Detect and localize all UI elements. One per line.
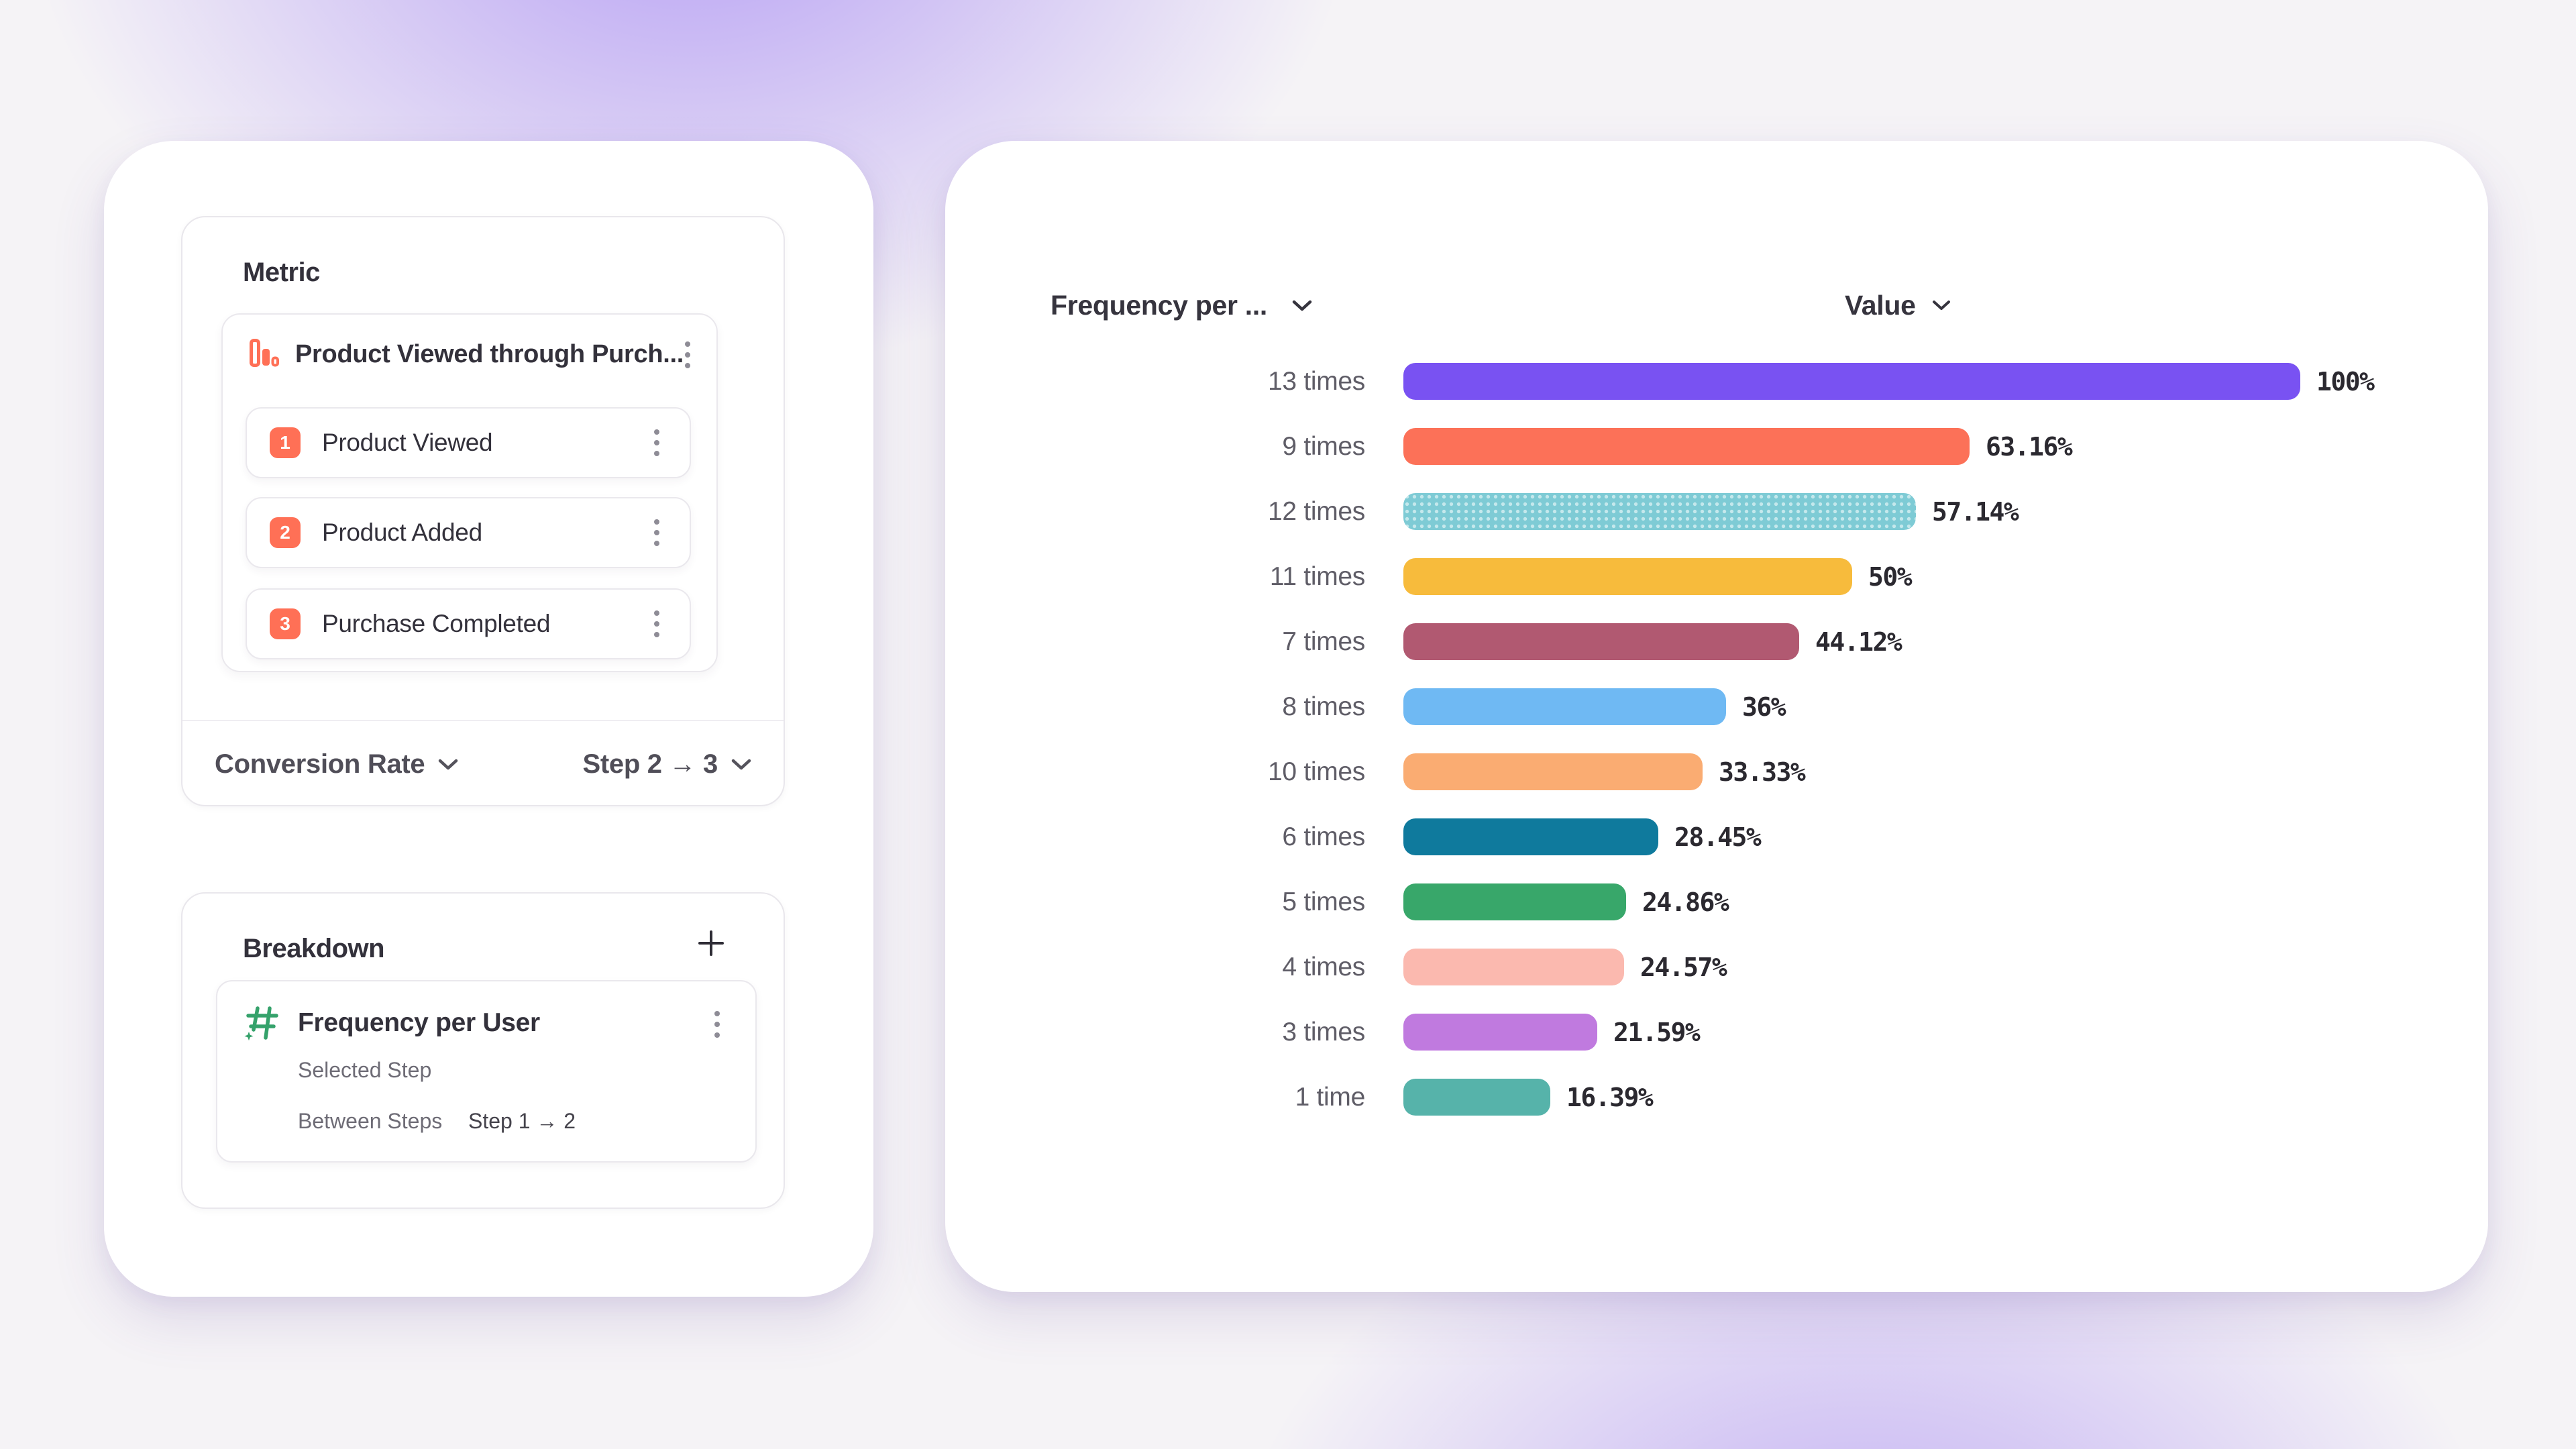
value-label: 100% — [2316, 366, 2375, 396]
chart-row: 3 times 21.59% — [1051, 1000, 2461, 1065]
breakdown-section-label: Breakdown — [243, 934, 385, 963]
category-label: 11 times — [1269, 561, 1365, 591]
metric-card: Metric Product Viewed through Purch... 1… — [181, 216, 785, 806]
bar-segment[interactable] — [1403, 949, 1624, 985]
chart-row: 7 times 44.12% — [1051, 609, 2461, 674]
category-label: 4 times — [1282, 952, 1365, 981]
breakdown-item[interactable]: Frequency per User Selected Step Between… — [216, 980, 757, 1163]
value-label: 24.86% — [1642, 887, 1729, 917]
value-label: 50% — [1868, 561, 1913, 592]
kebab-menu-icon[interactable] — [653, 518, 660, 547]
kebab-menu-icon[interactable] — [684, 340, 691, 370]
chart-row: 6 times 28.45% — [1051, 804, 2461, 869]
step-number-badge: 2 — [270, 517, 301, 548]
value-label: 44.12% — [1815, 627, 1902, 657]
value-label: 57.14% — [1932, 496, 2019, 527]
bar-chart: 13 times 100% 9 times 63.16% 12 times 57.14% 1… — [1051, 349, 2461, 1130]
step-label: Product Viewed — [322, 429, 493, 456]
value-label: 24.57% — [1640, 952, 1727, 982]
chevron-down-icon — [439, 759, 458, 769]
kebab-menu-icon[interactable] — [653, 609, 660, 639]
bar-segment[interactable] — [1403, 363, 2300, 400]
category-label: 8 times — [1282, 692, 1365, 721]
bar-segment[interactable] — [1403, 883, 1626, 920]
value-label: 21.59% — [1613, 1017, 1701, 1047]
chevron-down-icon — [1932, 300, 1950, 310]
category-label: 9 times — [1282, 431, 1365, 461]
value-label: 28.45% — [1674, 822, 1762, 852]
value-column-header[interactable]: Value — [1845, 290, 1951, 321]
step-label: Purchase Completed — [322, 610, 551, 637]
bar-segment[interactable] — [1403, 753, 1703, 790]
step-number-badge: 3 — [270, 608, 301, 639]
category-label: 6 times — [1282, 822, 1365, 851]
value-label: 63.16% — [1986, 431, 2073, 462]
category-label: 7 times — [1282, 627, 1365, 656]
bar-segment[interactable] — [1403, 623, 1799, 660]
funnel-title: Product Viewed through Purch... — [295, 340, 684, 368]
metric-footer: Conversion Rate Step 2 → 3 — [182, 721, 784, 808]
conversion-rate-label: Conversion Rate — [215, 749, 425, 779]
value-label: 16.39% — [1566, 1082, 1654, 1112]
step-label: Product Added — [322, 519, 482, 546]
funnel-step[interactable]: 3 Purchase Completed — [246, 588, 691, 659]
bar-segment[interactable] — [1403, 428, 1970, 465]
funnel-step[interactable]: 1 Product Viewed — [246, 407, 691, 478]
chart-row: 1 time 16.39% — [1051, 1065, 2461, 1130]
category-label: 12 times — [1268, 496, 1365, 526]
between-steps-value[interactable]: Step 1 → 2 — [468, 1109, 576, 1133]
funnel-metric-item[interactable]: Product Viewed through Purch... 1 Product… — [221, 313, 718, 672]
bar-segment[interactable] — [1403, 1014, 1597, 1051]
chart-row: 13 times 100% — [1051, 349, 2461, 414]
category-label: 10 times — [1268, 757, 1365, 786]
bar-segment[interactable] — [1403, 688, 1726, 725]
plus-icon — [698, 930, 724, 956]
funnel-title-row: Product Viewed through Purch... — [223, 315, 716, 392]
kebab-menu-icon[interactable] — [653, 428, 660, 458]
breakdown-property-title: Frequency per User — [298, 1008, 540, 1037]
bar-segment[interactable] — [1403, 493, 1916, 530]
sparkle — [243, 1028, 258, 1043]
bar-segment[interactable] — [1403, 818, 1658, 855]
value-label: 33.33% — [1719, 757, 1806, 787]
funnel-chart-icon — [250, 339, 279, 367]
between-steps-label: Between Steps — [298, 1109, 443, 1133]
step-range-dropdown[interactable]: Step 2 → 3 — [582, 749, 751, 780]
step-range-label: Step 2 → 3 — [582, 749, 718, 779]
chart-row: 4 times 24.57% — [1051, 934, 2461, 1000]
chart-panel: Frequency per ... Value 13 times 100% 9 ti… — [945, 141, 2488, 1292]
bar-segment[interactable] — [1403, 1079, 1550, 1116]
step-number-badge: 1 — [270, 427, 301, 458]
conversion-rate-dropdown[interactable]: Conversion Rate — [215, 749, 458, 780]
chart-row: 9 times 63.16% — [1051, 414, 2461, 479]
chart-row: 8 times 36% — [1051, 674, 2461, 739]
value-label: 36% — [1742, 692, 1786, 722]
metric-section-label: Metric — [243, 258, 320, 287]
category-label: 5 times — [1282, 887, 1365, 916]
chart-row: 12 times 57.14% — [1051, 479, 2461, 544]
kebab-menu-icon[interactable] — [714, 1010, 720, 1039]
chevron-down-icon — [731, 759, 751, 769]
frequency-column-header[interactable]: Frequency per ... — [1051, 290, 1313, 321]
category-label: 13 times — [1268, 366, 1365, 396]
funnel-step[interactable]: 2 Product Added — [246, 497, 691, 568]
metric-card-divider — [182, 720, 784, 721]
chart-header: Frequency per ... Value — [1051, 290, 2383, 343]
breakdown-card: Breakdown Frequency per User — [181, 892, 785, 1209]
selected-step-label: Selected Step — [298, 1058, 432, 1082]
category-label: 1 time — [1295, 1082, 1366, 1112]
chart-row: 5 times 24.86% — [1051, 869, 2461, 934]
add-breakdown-button[interactable] — [694, 926, 729, 961]
numeric-hash-icon — [243, 1006, 278, 1043]
chart-row: 10 times 33.33% — [1051, 739, 2461, 804]
category-label: 3 times — [1282, 1017, 1365, 1046]
chevron-down-icon — [1292, 300, 1312, 311]
query-builder-panel: Metric Product Viewed through Purch... 1… — [104, 141, 873, 1297]
chart-row: 11 times 50% — [1051, 544, 2461, 609]
bar-segment[interactable] — [1403, 558, 1852, 595]
